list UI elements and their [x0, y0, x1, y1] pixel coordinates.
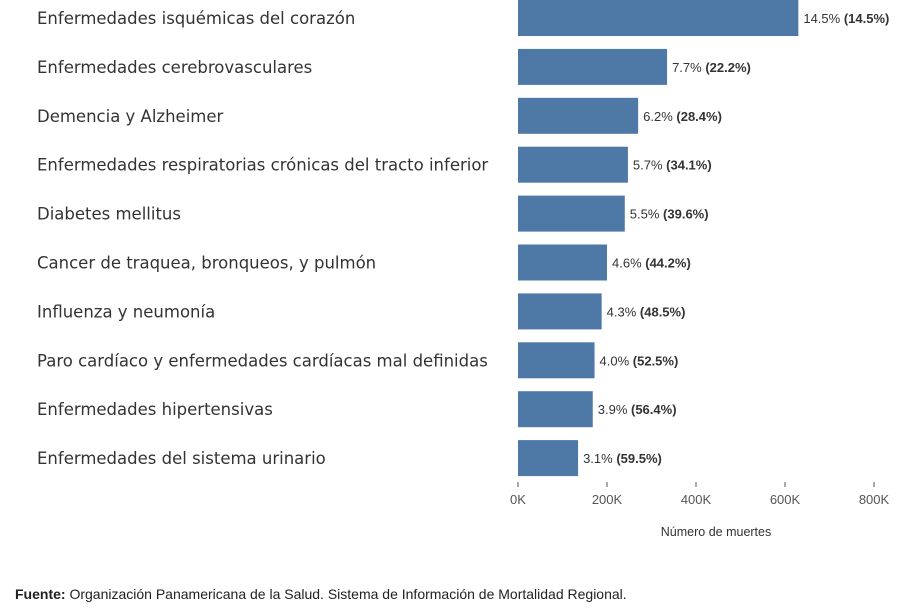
percent-label: 3.9% — [598, 402, 631, 417]
bar — [518, 391, 593, 428]
value-label: 3.9% (56.4%) — [598, 402, 677, 417]
percent-label: 3.1% — [583, 451, 616, 466]
cumulative-label: (22.2%) — [705, 60, 751, 75]
bar-chart: Enfermedades isquémicas del corazón Enfer… — [37, 0, 890, 539]
percent-label: 7.7% — [672, 60, 705, 75]
cumulative-label: (28.4%) — [676, 109, 722, 124]
bar — [518, 48, 668, 85]
source-text: Organización Panamericana de la Salud. S… — [65, 586, 627, 602]
bar — [518, 244, 607, 281]
category-label: Enfermedades hipertensivas — [37, 400, 273, 419]
category-label: Enfermedades cerebrovasculares — [37, 58, 312, 77]
category-label: Cancer de traquea, bronqueos, y pulmón — [37, 254, 376, 273]
source-note: Fuente: Organización Panamericana de la … — [15, 586, 627, 602]
cumulative-label: (44.2%) — [645, 256, 691, 271]
source-label: Fuente: — [15, 586, 66, 602]
x-axis: 0K 200K 400K 600K 800K — [510, 482, 890, 507]
bar — [518, 0, 799, 36]
percent-label: 14.5% — [803, 11, 843, 26]
x-tick-label: 0K — [510, 492, 526, 507]
bar — [518, 146, 628, 183]
value-label: 4.3% (48.5%) — [607, 304, 686, 319]
percent-label: 6.2% — [643, 109, 676, 124]
bar — [518, 342, 595, 379]
cumulative-label: (34.1%) — [666, 158, 712, 173]
value-labels: 14.5% (14.5%) 7.7% (22.2%) 6.2% (28.4%) 5.7… — [583, 11, 889, 466]
category-labels: Enfermedades isquémicas del corazón Enfer… — [37, 9, 488, 468]
percent-label: 4.0% — [600, 353, 633, 368]
bars — [518, 0, 799, 477]
cumulative-label: (14.5%) — [844, 11, 890, 26]
value-label: 5.5% (39.6%) — [630, 207, 709, 222]
category-label: Influenza y neumonía — [37, 302, 215, 321]
category-label: Diabetes mellitus — [37, 205, 181, 224]
x-tick-label: 400K — [681, 492, 712, 507]
category-label: Demencia y Alzheimer — [37, 107, 224, 126]
x-tick-label: 600K — [770, 492, 801, 507]
cumulative-label: (59.5%) — [616, 451, 662, 466]
value-label: 7.7% (22.2%) — [672, 60, 751, 75]
value-label: 14.5% (14.5%) — [803, 11, 889, 26]
bar — [518, 293, 602, 330]
bar — [518, 195, 625, 232]
x-tick-label: 800K — [859, 492, 890, 507]
bar — [518, 440, 579, 477]
category-label: Enfermedades del sistema urinario — [37, 449, 326, 468]
category-label: Paro cardíaco y enfermedades cardíacas m… — [37, 351, 488, 370]
value-label: 3.1% (59.5%) — [583, 451, 662, 466]
percent-label: 5.5% — [630, 207, 663, 222]
x-axis-title: Número de muertes — [661, 525, 771, 539]
bar — [518, 97, 639, 134]
cumulative-label: (56.4%) — [631, 402, 677, 417]
percent-label: 4.6% — [612, 256, 645, 271]
value-label: 4.0% (52.5%) — [600, 353, 679, 368]
category-label: Enfermedades isquémicas del corazón — [37, 9, 355, 28]
cumulative-label: (48.5%) — [640, 304, 686, 319]
value-label: 4.6% (44.2%) — [612, 256, 691, 271]
percent-label: 4.3% — [607, 304, 640, 319]
category-label: Enfermedades respiratorias crónicas del … — [37, 156, 488, 175]
x-tick-label: 200K — [592, 492, 623, 507]
percent-label: 5.7% — [633, 158, 666, 173]
value-label: 5.7% (34.1%) — [633, 158, 712, 173]
cumulative-label: (39.6%) — [663, 207, 709, 222]
value-label: 6.2% (28.4%) — [643, 109, 722, 124]
cumulative-label: (52.5%) — [633, 353, 679, 368]
